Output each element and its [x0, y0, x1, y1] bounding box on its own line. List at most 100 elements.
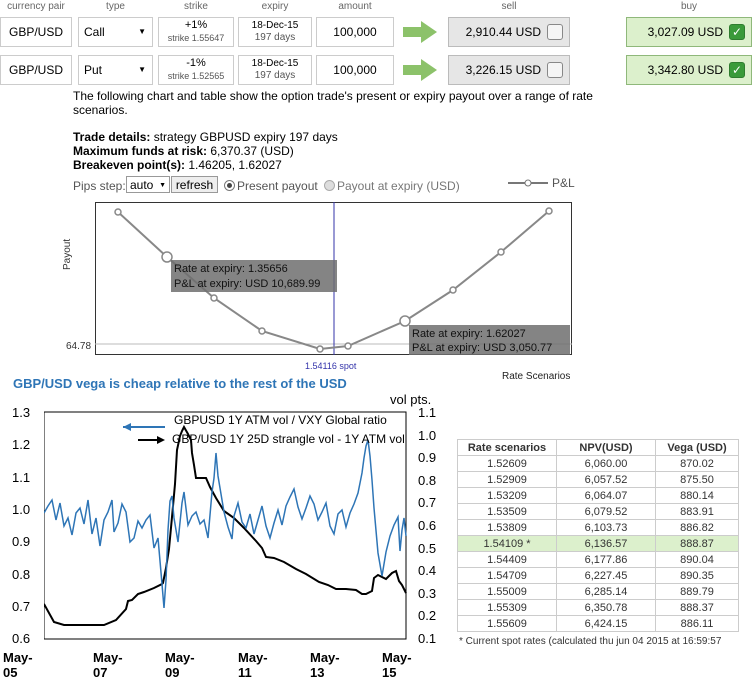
tooltip-2-line-a: Rate at expiry: 1.62027 — [412, 328, 526, 340]
arrow-right-icon — [403, 21, 437, 43]
col-header-npv: NPV(USD) — [556, 439, 656, 456]
left-tick-label: 0.9 — [12, 534, 31, 550]
amount-input[interactable]: 100,000 — [316, 17, 394, 47]
sell-price-button[interactable]: 2,910.44 USD — [448, 17, 570, 47]
right-tick-label: 0.2 — [418, 608, 437, 624]
cell-vega: 888.37 — [655, 599, 739, 616]
tooltip-rate-1: Rate at expiry: 1.35656 P&L at expiry: US… — [171, 260, 337, 292]
cell-npv: 6,350.78 — [556, 599, 656, 616]
strike-value: strike 1.52565 — [167, 71, 225, 81]
header-expiry: expiry — [261, 1, 289, 12]
table-row: 1.55609 6,424.15 886.11 — [457, 615, 739, 632]
strike-field[interactable]: +1% strike 1.55647 — [158, 17, 234, 47]
cell-rate: 1.55609 — [457, 615, 557, 632]
intro-text: The following chart and table show the o… — [73, 89, 593, 117]
strike-value: strike 1.55647 — [167, 33, 225, 43]
breakeven-value: 1.46205, 1.62027 — [185, 158, 282, 172]
strangle-vol-series — [44, 424, 407, 626]
checkbox-icon[interactable] — [547, 24, 563, 40]
right-tick-label: 1.0 — [418, 427, 437, 443]
table-footnote: * Current spot rates (calculated thu jun… — [459, 636, 722, 647]
cell-rate: 1.52909 — [457, 471, 557, 488]
table-row: 1.53509 6,079.52 883.91 — [457, 503, 739, 520]
table-row: 1.52609 6,060.00 870.02 — [457, 455, 739, 472]
right-tick-label: 0.6 — [418, 518, 437, 533]
currency-pair-field[interactable]: GBP/USD — [0, 55, 72, 85]
type-select[interactable]: Put ▼ — [78, 55, 153, 85]
cell-npv: 6,136.57 — [556, 535, 656, 552]
spot-label: 1.54116 spot — [305, 361, 357, 371]
cell-npv: 6,079.52 — [556, 503, 656, 520]
cell-rate: 1.55009 — [457, 583, 557, 600]
legend-1-arrow-icon — [123, 423, 131, 431]
cell-rate: 1.54709 — [457, 567, 557, 584]
x-tick-label: May-15 — [382, 650, 412, 680]
present-payout-radio[interactable] — [224, 180, 235, 191]
expiry-payout-label: Payout at expiry (USD) — [337, 179, 460, 193]
dropdown-arrow-icon: ▼ — [159, 182, 166, 189]
check-icon[interactable]: ✓ — [729, 24, 745, 40]
legend-2-arrow-icon — [157, 436, 165, 444]
pips-step-select[interactable]: auto ▼ — [126, 176, 170, 193]
left-tick-label: 0.6 — [12, 631, 31, 647]
atm-vol-ratio-series — [44, 439, 407, 609]
pips-step-value: auto — [130, 178, 154, 192]
cell-rate: 1.55309 — [457, 599, 557, 616]
expiry-payout-radio[interactable] — [324, 180, 335, 191]
header-currency-pair: currency pair — [7, 1, 65, 12]
col-header-vega: Vega (USD) — [655, 439, 739, 456]
legend-2-label: GBP/USD 1Y 25D strangle vol - 1Y ATM vol — [172, 432, 405, 446]
cell-rate: 1.53209 — [457, 487, 557, 504]
table-row: 1.55009 6,285.14 889.79 — [457, 583, 739, 600]
right-tick-label: 0.7 — [418, 495, 437, 511]
sell-price: 3,226.15 USD — [465, 63, 541, 77]
x-tick-label: May-05 — [3, 650, 33, 680]
cell-rate: 1.53809 — [457, 519, 557, 536]
buy-price-button[interactable]: 3,342.80 USD ✓ — [626, 55, 752, 85]
table-row: 1.53209 6,064.07 880.14 — [457, 487, 739, 504]
sell-price-button[interactable]: 3,226.15 USD — [448, 55, 570, 85]
max-funds-value: 6,370.37 (USD) — [207, 144, 294, 158]
max-funds-label: Maximum funds at risk: — [73, 144, 208, 158]
cell-rate: 1.52609 — [457, 455, 557, 472]
expiry-days: 197 days — [254, 32, 296, 43]
left-tick-label: 1.3 — [12, 405, 31, 420]
right-tick-label: 0.4 — [418, 563, 437, 579]
pl-series-points — [114, 207, 553, 353]
strike-percent: -1% — [186, 57, 206, 69]
x-tick-label: May-07 — [93, 650, 123, 680]
left-tick-label: 1.2 — [12, 437, 31, 453]
buy-price-button[interactable]: 3,027.09 USD ✓ — [626, 17, 752, 47]
type-select[interactable]: Call ▼ — [78, 17, 153, 47]
tooltip-1-line-a: Rate at expiry: 1.35656 — [174, 263, 288, 275]
currency-pair-field[interactable]: GBP/USD — [0, 17, 72, 47]
cell-rate: 1.54109 * — [457, 535, 557, 552]
cell-vega: 870.02 — [655, 455, 739, 472]
amount-input[interactable]: 100,000 — [316, 55, 394, 85]
trade-details-label: Trade details: — [73, 130, 151, 144]
header-sell: sell — [501, 1, 517, 12]
expiry-date: 18-Dec-15 — [251, 20, 299, 31]
expiry-field[interactable]: 18-Dec-15 197 days — [238, 55, 312, 85]
vega-chart-frame — [44, 411, 407, 640]
vol-pts-label: vol pts. — [390, 392, 432, 407]
right-tick-label: 0.5 — [418, 540, 437, 556]
cell-npv: 6,103.73 — [556, 519, 656, 536]
expiry-field[interactable]: 18-Dec-15 197 days — [238, 17, 312, 47]
expiry-date: 18-Dec-15 — [251, 58, 299, 69]
type-value: Put — [84, 63, 103, 77]
table-row: 1.53809 6,103.73 886.82 — [457, 519, 739, 536]
type-value: Call — [84, 25, 105, 39]
check-icon[interactable]: ✓ — [729, 62, 745, 78]
left-tick-label: 1.0 — [12, 501, 31, 517]
strike-percent: +1% — [184, 19, 208, 31]
strike-field[interactable]: -1% strike 1.52565 — [158, 55, 234, 85]
trade-details: Trade details: strategy GBPUSD expiry 19… — [73, 130, 338, 144]
left-tick-label: 0.8 — [12, 566, 31, 582]
checkbox-icon[interactable] — [547, 62, 563, 78]
cell-rate: 1.54409 — [457, 551, 557, 568]
cell-npv: 6,060.00 — [556, 455, 656, 472]
refresh-button[interactable]: refresh — [171, 176, 218, 193]
buy-price: 3,342.80 USD — [647, 63, 723, 77]
cell-vega: 888.87 — [655, 535, 739, 552]
